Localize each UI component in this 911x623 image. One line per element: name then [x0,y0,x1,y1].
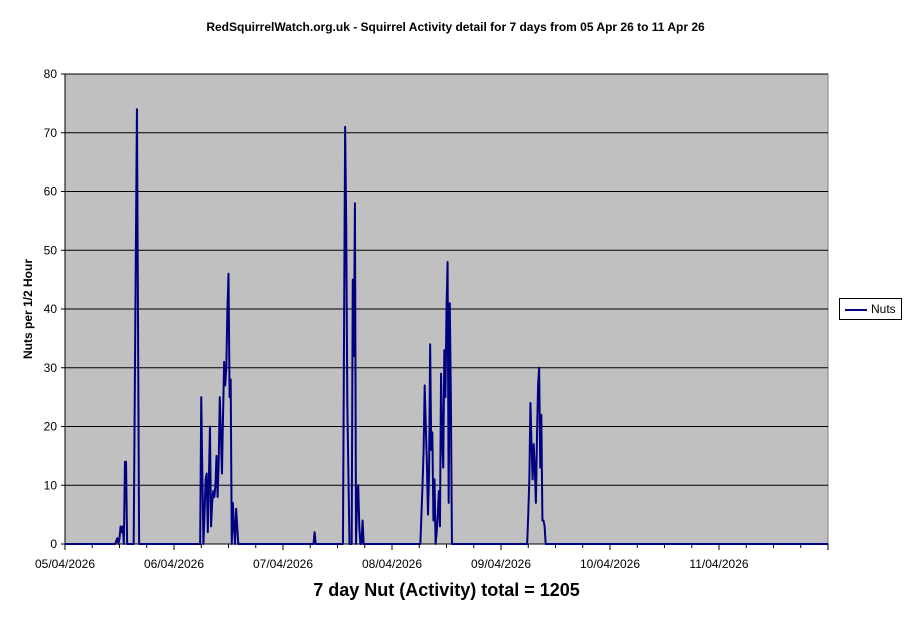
x-tick-label: 09/04/2026 [471,557,531,571]
x-tick-labels: 05/04/2026 06/04/2026 07/04/2026 08/04/2026… [35,557,749,571]
y-tick-label: 50 [44,243,58,257]
y-axis-label: Nuts per 1/2 Hour [21,259,35,359]
chart-title: RedSquirrelWatch.org.uk - Squirrel Activ… [206,20,705,34]
activity-total: 7 day Nut (Activity) total = 1205 [313,580,580,600]
y-tick-label: 80 [44,67,58,81]
x-tick-label: 05/04/2026 [35,557,95,571]
series-layer [65,108,828,545]
y-tick-label: 20 [44,420,58,434]
legend: Nuts [839,298,902,320]
x-tick-label: 10/04/2026 [580,557,640,571]
x-tick-label: 07/04/2026 [253,557,313,571]
legend-swatch-nuts [845,309,867,311]
y-tick-label: 60 [44,185,58,199]
y-tick-label: 40 [44,302,58,316]
y-tick-label: 10 [44,478,58,492]
x-tick-label: 06/04/2026 [144,557,204,571]
x-tick-label: 11/04/2026 [689,557,748,571]
legend-label-nuts: Nuts [871,302,896,316]
series-line-nuts [65,108,828,545]
x-tick-label: 08/04/2026 [362,557,422,571]
y-tick-label: 70 [44,126,58,140]
y-tick-label: 0 [50,537,57,551]
y-tick-label: 30 [44,361,58,375]
y-tick-labels: 0 10 20 30 40 50 60 70 80 [44,67,58,551]
